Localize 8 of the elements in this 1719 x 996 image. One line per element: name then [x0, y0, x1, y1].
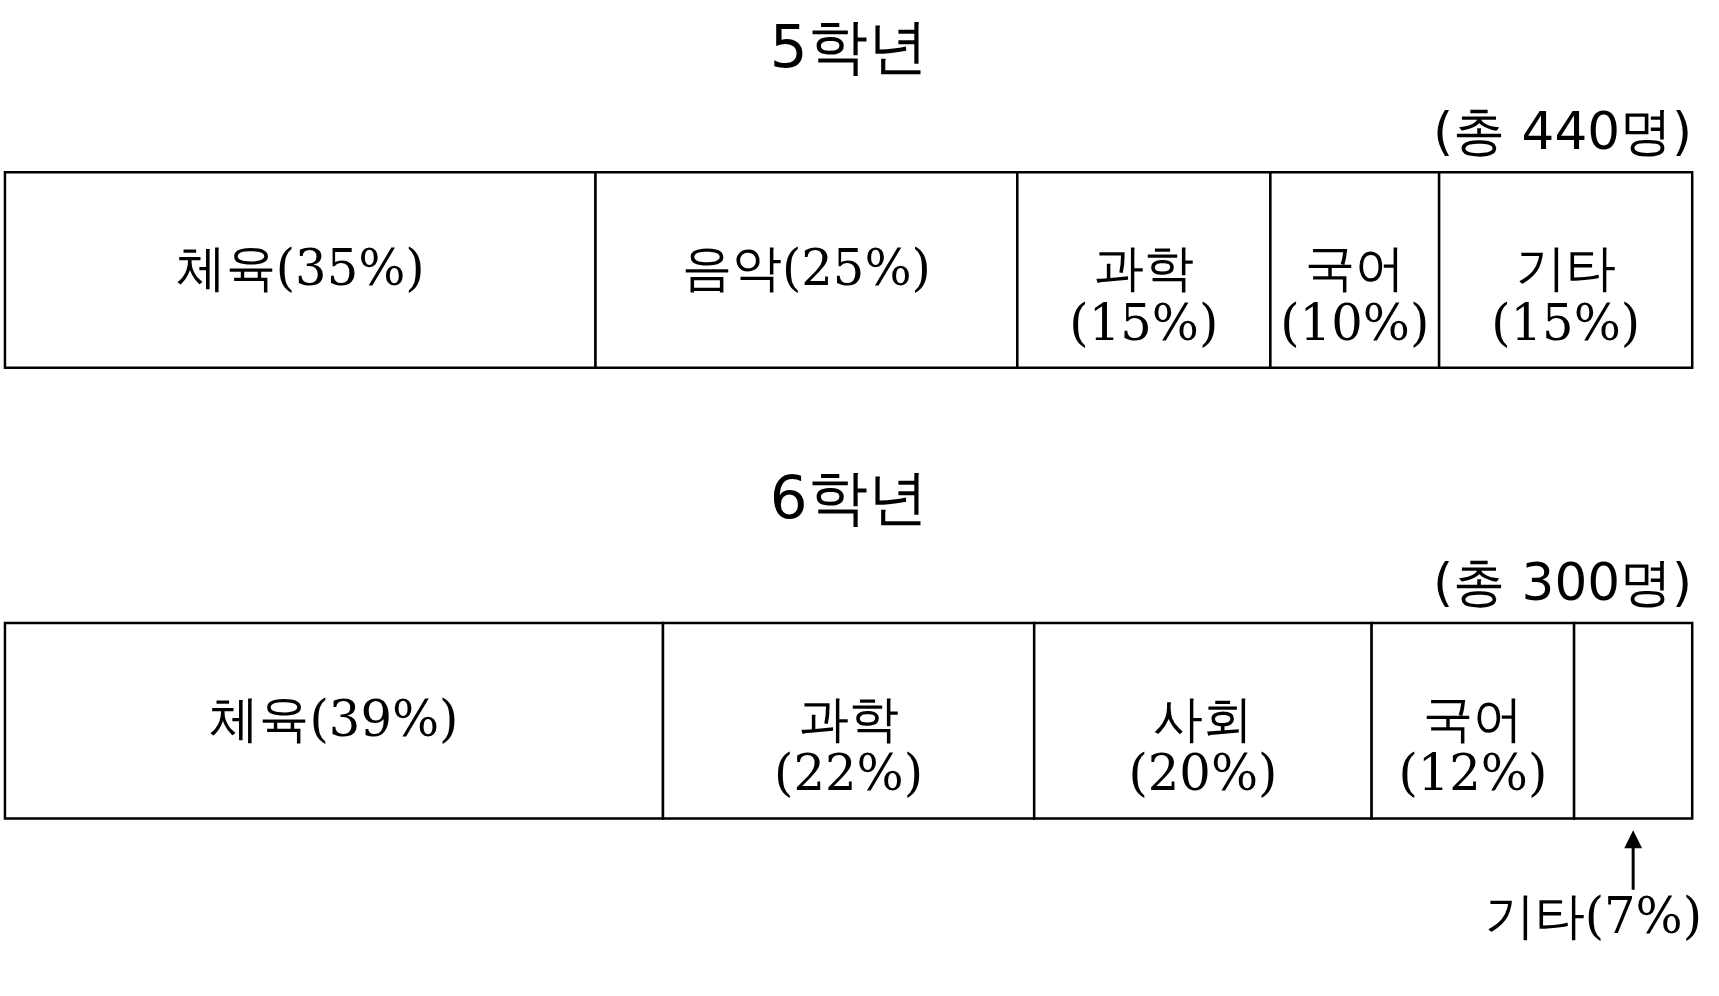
chart-title: 5학년 — [769, 12, 928, 82]
chart-subtitle: (총 300명) — [1433, 552, 1693, 613]
text: 음악(25%) — [681, 238, 931, 297]
text: 체육(39%) — [209, 689, 459, 748]
text: 체육(35%) — [175, 238, 425, 297]
chart-subtitle: (총 440명) — [1433, 101, 1693, 162]
text: 기타(7%) — [1484, 886, 1703, 945]
chart-title: 6학년 — [769, 462, 928, 532]
